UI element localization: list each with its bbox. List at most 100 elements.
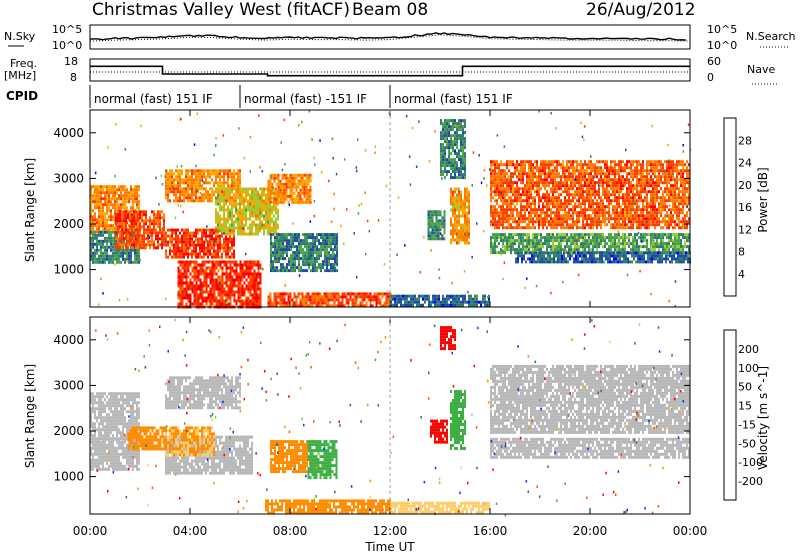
echo-cell — [98, 212, 100, 216]
echo-cell — [121, 243, 123, 247]
echo-cell — [534, 199, 536, 203]
echo-cell — [193, 240, 195, 244]
echo-cell — [285, 173, 288, 177]
echo-cell — [119, 216, 121, 220]
echo-cell — [448, 131, 450, 135]
echo-cell — [199, 272, 202, 276]
echo-cell — [492, 205, 494, 209]
echo-cell — [213, 184, 215, 188]
echo-cell — [320, 242, 322, 246]
echo-cell — [618, 248, 620, 252]
echo-cell — [454, 134, 456, 138]
echo-cell — [225, 263, 228, 267]
echo-cell — [314, 251, 316, 255]
echo-cell — [98, 200, 100, 204]
echo-cell — [436, 303, 438, 307]
echo-cell — [458, 122, 460, 126]
echo-cell — [462, 167, 464, 171]
echo-cell — [217, 275, 220, 279]
echo-cell — [464, 155, 466, 159]
echo-cell — [530, 226, 532, 230]
echo-cell — [255, 275, 258, 279]
echo-cell — [133, 228, 135, 232]
echo-cell — [185, 302, 188, 306]
echo-cell — [209, 293, 212, 297]
echo-cell — [448, 170, 450, 174]
echo-cell — [610, 236, 612, 240]
echo-cell — [92, 239, 94, 243]
echo-cell — [452, 202, 454, 206]
echo-cell — [205, 272, 208, 276]
echo-cell — [251, 266, 254, 270]
echo-cell — [466, 196, 468, 200]
echo-cell — [219, 299, 222, 303]
echo-cell — [278, 251, 280, 255]
echo-cell — [114, 200, 116, 204]
echo-cell — [213, 284, 216, 288]
echo-cell — [249, 287, 252, 291]
echo-cell — [229, 275, 232, 279]
echo-cell — [336, 269, 338, 273]
echo-cell — [129, 213, 131, 217]
echo-cell — [291, 176, 294, 180]
echo-cell — [385, 292, 388, 296]
echo-cell — [634, 239, 636, 243]
echo-cell — [203, 243, 205, 247]
echo-cell — [450, 167, 452, 171]
echo-cell — [181, 284, 184, 288]
echo-cell — [280, 251, 282, 255]
echo-cell — [217, 255, 219, 259]
echo-cell — [286, 239, 288, 243]
echo-cell — [542, 242, 544, 246]
echo-cell — [114, 254, 116, 258]
echo-cell — [223, 226, 225, 230]
echo-cell — [269, 223, 271, 227]
echo-cell — [297, 191, 300, 195]
echo-cell — [147, 231, 149, 235]
echo-cell — [280, 266, 282, 270]
echo-cell — [414, 297, 416, 301]
echo-cell — [363, 298, 366, 302]
echo-cell — [189, 263, 192, 267]
echo-cell — [454, 167, 456, 171]
echo-cell — [249, 290, 252, 294]
echo-cell — [138, 194, 140, 198]
echo-cell — [289, 292, 292, 296]
echo-cell — [341, 304, 344, 308]
echo-cell — [456, 208, 458, 212]
echo-cell — [324, 260, 326, 264]
echo-cell — [464, 187, 466, 191]
echo-cell — [504, 217, 506, 221]
echo-cell — [526, 248, 528, 252]
echo-cell — [456, 300, 458, 304]
echo-cell — [185, 281, 188, 285]
echo-cell — [568, 248, 570, 252]
echo-cell — [165, 187, 167, 191]
echo-cell — [183, 199, 185, 203]
echo-cell — [524, 248, 526, 252]
echo-cell — [496, 211, 498, 215]
echo-cell — [448, 146, 450, 150]
echo-cell — [648, 248, 650, 252]
echo-cell — [440, 158, 442, 162]
echo-cell — [460, 196, 462, 200]
echo-cell — [512, 245, 514, 249]
echo-cell — [251, 287, 254, 291]
echo-cell — [227, 240, 229, 244]
echo-cell — [197, 272, 200, 276]
echo-cell — [301, 200, 304, 204]
echo-cell — [231, 226, 233, 230]
echo-cell — [504, 220, 506, 224]
echo-cell — [444, 125, 446, 129]
echo-cell — [301, 301, 304, 305]
echo-cell — [145, 213, 147, 217]
echo-cell — [492, 208, 494, 212]
echo-cell — [197, 269, 200, 273]
echo-cell — [209, 240, 211, 244]
echo-cell — [444, 146, 446, 150]
echo-cell — [568, 236, 570, 240]
echo-cell — [247, 290, 250, 294]
echo-cell — [229, 284, 232, 288]
echo-cell — [510, 223, 512, 227]
echo-cell — [243, 281, 246, 285]
